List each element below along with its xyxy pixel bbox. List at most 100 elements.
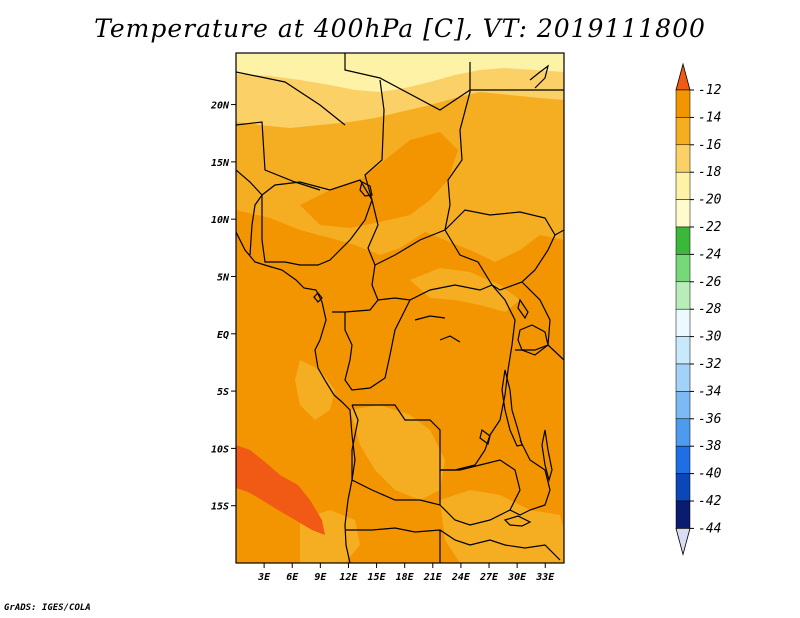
colorbar-label: -42: [698, 494, 722, 509]
colorbar-segment: [675, 281, 691, 310]
border-botswana-zimbabwe: [469, 539, 561, 561]
lon-tick-label: 27E: [479, 572, 499, 583]
border-mali-niger: [236, 121, 321, 191]
colorbar-segment: [675, 418, 691, 447]
field-band-topmost: [236, 53, 564, 92]
colorbar-segment: [675, 144, 691, 173]
colorbar-segment: [675, 117, 691, 146]
border-benin-togo: [249, 194, 263, 256]
colorbar-label: -20: [698, 193, 722, 208]
lake-tanganyika: [501, 369, 523, 447]
border-libya-chad: [344, 53, 471, 111]
colorbar-label: -18: [698, 165, 722, 180]
colorbar-segment: [675, 500, 691, 529]
lat-tick-label: 15S: [211, 502, 229, 513]
lon-tick-label: 6E: [286, 572, 299, 583]
field-patch-central: [410, 268, 520, 312]
colorbar-label: -16: [698, 138, 722, 153]
lake-victoria: [517, 324, 549, 356]
river-congo-2: [439, 335, 461, 343]
colorbar-segment: [675, 254, 691, 283]
lake-kariba: [503, 515, 532, 527]
lat-tick-label: EQ: [217, 330, 229, 341]
border-tanzania: [547, 344, 564, 361]
field-patch-south-1: [350, 405, 445, 500]
colorbar-label: -36: [698, 412, 722, 427]
colorbar-segment: [675, 89, 691, 118]
colorbar-label: -26: [698, 275, 722, 290]
field-patch-west: [295, 360, 335, 420]
border-sudan-west: [444, 62, 471, 231]
colorbar-label: -22: [698, 220, 722, 235]
lon-tick-label: 9E: [314, 572, 327, 583]
colorbar-segment: [675, 473, 691, 502]
border-niger-chad: [364, 79, 385, 201]
lon-tick-label: 18E: [396, 572, 415, 583]
lon-tick-label: 33E: [535, 572, 555, 583]
colorbar-segment: [675, 199, 691, 228]
border-burkina: [236, 169, 263, 196]
border-drc-east: [352, 284, 516, 471]
lon-tick-label: 15E: [368, 572, 387, 583]
lat-tick-label: 10S: [211, 444, 229, 455]
colorbar-segment: [675, 391, 691, 420]
colorbar-segment: [675, 336, 691, 365]
lon-tick-label: 3E: [257, 572, 271, 583]
lat-tick-label: 20N: [210, 101, 230, 112]
colorbar-segment: [675, 171, 691, 200]
lon-tick-label: 21E: [423, 572, 443, 583]
border-mozambique-malawi: [509, 439, 551, 516]
map-title: Temperature at 400hPa [C], VT: 201911180…: [94, 14, 706, 43]
credit-label: GrADS: IGES/COLA: [4, 603, 91, 613]
field-band-north-3: [236, 228, 564, 563]
border-cameroon: [332, 199, 379, 313]
field-patch-warm: [236, 445, 325, 535]
field-band-north-2: [300, 132, 458, 228]
border-congo: [344, 299, 411, 391]
colorbar-label: -32: [698, 357, 722, 372]
border-nigeria: [261, 179, 373, 266]
border-ethiopia: [554, 229, 564, 236]
colorbar-label: -40: [698, 467, 722, 482]
lat-tick-label: 5S: [217, 387, 229, 398]
border-zambia: [439, 459, 521, 526]
colorbar: -12 -14 -16 -18 -20 -22 -24 -26 -28 -30 -32 -34 -36 -…: [675, 62, 722, 556]
colorbar-top-arrow: [675, 62, 691, 91]
colorbar-label: -14: [698, 110, 721, 125]
river-congo-1: [414, 315, 446, 321]
lon-tick-label: 24E: [451, 572, 471, 583]
colorbar-label: -38: [698, 439, 722, 454]
lat-tick-label: 15N: [211, 158, 230, 169]
lon-tick-label: 30E: [507, 572, 527, 583]
colorbar-label: -28: [698, 302, 722, 317]
lon-tick-label: 12E: [339, 572, 358, 583]
red-sea: [529, 64, 549, 89]
colorbar-bottom-arrow: [675, 528, 691, 556]
lake-albert: [517, 298, 529, 320]
coastline-west: [236, 231, 356, 563]
map-axes: 3E 6E 9E 12E 15E 18E 21E 24E 27E 30E 33E 20N 15N 10N 5…: [210, 101, 555, 583]
colorbar-segment: [675, 445, 691, 474]
temperature-field: [236, 53, 564, 563]
border-algeria-niger: [236, 71, 346, 126]
colorbar-segment: [675, 308, 691, 337]
lake-mweru: [479, 428, 491, 446]
colorbar-label: -44: [698, 521, 721, 536]
border-uganda-kenya: [515, 281, 551, 351]
lat-tick-label: 10N: [211, 215, 230, 226]
colorbar-label: -24: [698, 247, 721, 262]
colorbar-segment: [675, 226, 691, 255]
lake-chad: [359, 181, 373, 197]
country-borders: [236, 53, 564, 563]
lat-tick-label: 5N: [217, 272, 230, 283]
border-namibia: [346, 527, 471, 546]
colorbar-label: -12: [698, 83, 722, 98]
border-angola: [351, 404, 441, 506]
colorbar-segment: [675, 363, 691, 392]
colorbar-label: -30: [698, 330, 722, 345]
map-frame: [235, 52, 565, 564]
lake-malawi: [541, 429, 553, 483]
island-bioko: [313, 292, 323, 303]
colorbar-label: -34: [698, 384, 721, 399]
